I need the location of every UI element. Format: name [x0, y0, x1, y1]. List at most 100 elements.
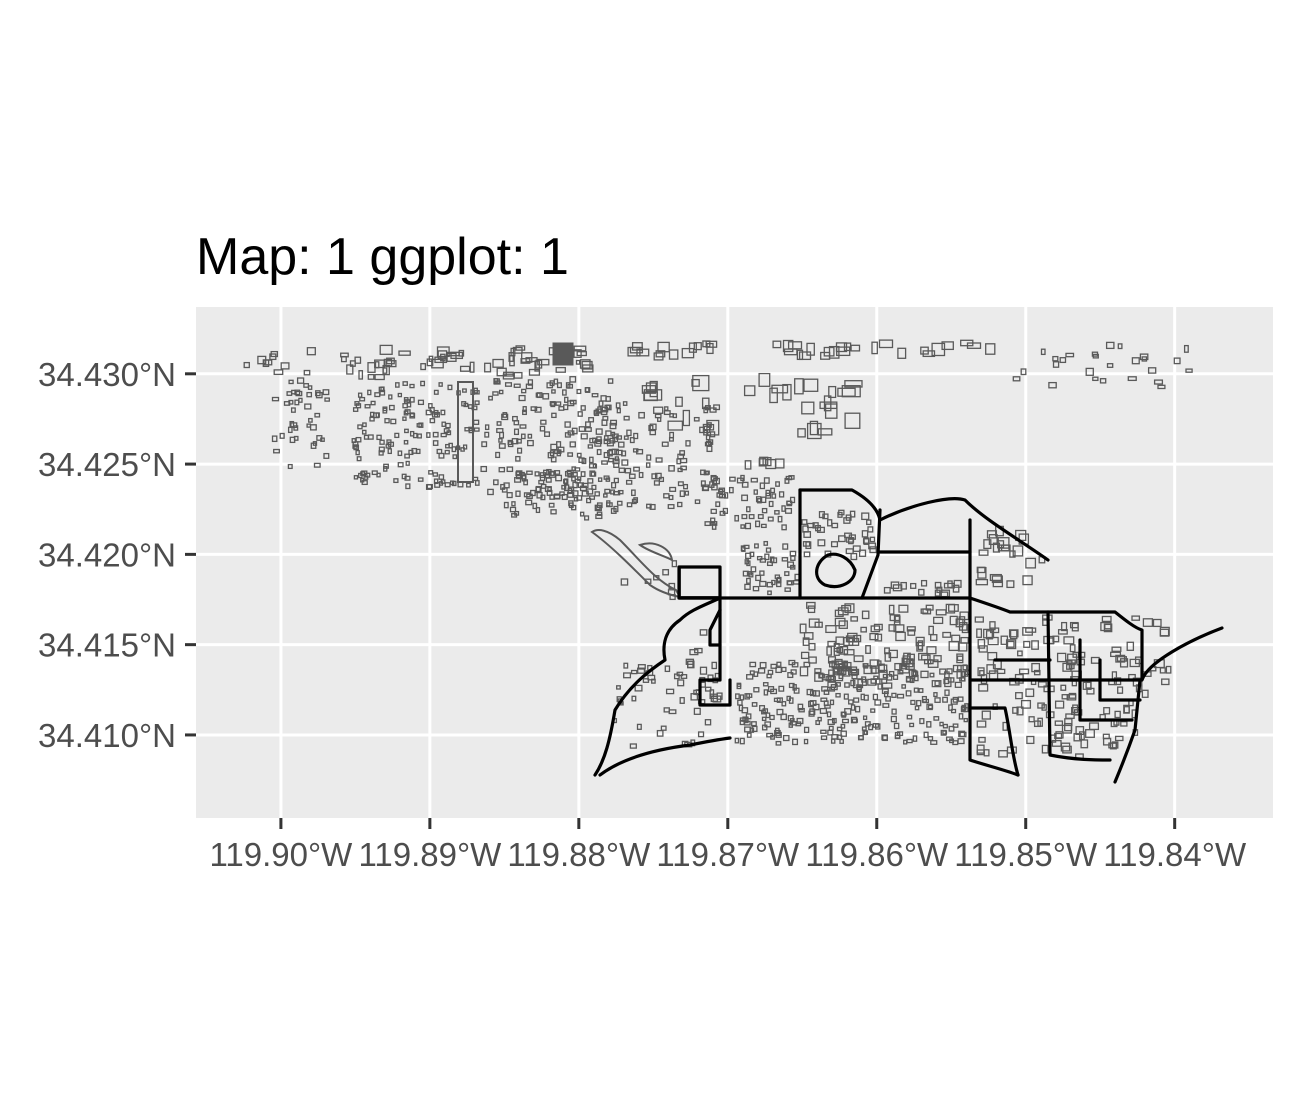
building-footprint — [1126, 641, 1135, 651]
building-footprint — [992, 580, 1004, 588]
building-footprint — [923, 731, 929, 739]
building-footprint — [595, 408, 603, 414]
building-footprint — [1173, 357, 1181, 365]
building-footprint — [836, 646, 844, 654]
plot-title: Map: 1 ggplot: 1 — [196, 228, 569, 286]
building-footprint — [293, 425, 299, 431]
building-footprint — [611, 482, 617, 489]
building-footprint — [704, 521, 711, 527]
building-footprint — [388, 404, 395, 411]
building-footprint — [509, 506, 517, 513]
building-footprint — [1012, 376, 1021, 382]
building-footprint — [1132, 677, 1143, 687]
y-axis: 34.410°N 34.415°N 34.420°N 34.425°N 34.430°N — [38, 356, 196, 754]
building-footprint — [646, 503, 652, 509]
building-footprint — [850, 716, 858, 724]
building-footprint — [819, 707, 828, 714]
building-footprint — [799, 623, 807, 634]
building-footprint — [492, 358, 504, 368]
building-footprint — [617, 441, 625, 448]
building-footprint — [591, 393, 599, 398]
building-footprint — [361, 470, 368, 476]
building-footprint — [848, 537, 854, 545]
building-footprint — [613, 477, 619, 484]
building-footprint — [462, 388, 467, 393]
building-footprint — [803, 726, 810, 734]
slough-outline — [637, 542, 674, 562]
building-footprint — [818, 673, 825, 679]
x-tick-label: 119.89°W — [358, 836, 502, 873]
building-footprint — [765, 489, 771, 497]
building-footprint — [461, 401, 467, 407]
building-footprint — [981, 710, 991, 720]
building-footprint — [800, 651, 810, 660]
building-footprint — [814, 668, 822, 674]
building-footprint — [762, 708, 769, 714]
building-footprint — [915, 636, 925, 647]
building-footprint — [840, 723, 846, 729]
building-footprint — [594, 440, 602, 447]
building-footprint — [1057, 629, 1068, 635]
building-footprint — [626, 502, 633, 508]
building-footprint — [850, 344, 861, 352]
building-footprint — [243, 361, 250, 369]
building-footprint — [862, 715, 868, 721]
building-footprint — [763, 689, 769, 696]
x-tick-label: 119.90°W — [209, 836, 353, 873]
building-footprint — [803, 378, 819, 392]
building-footprint — [983, 749, 990, 757]
building-footprint — [797, 428, 806, 438]
building-footprint — [978, 736, 986, 743]
building-footprint — [1041, 744, 1049, 754]
building-footprint — [633, 432, 639, 440]
building-footprint — [864, 721, 871, 727]
building-footprint — [517, 447, 523, 454]
building-footprint — [434, 482, 441, 488]
building-footprint — [616, 407, 621, 414]
building-footprint — [867, 526, 874, 533]
building-footprint — [963, 671, 969, 677]
building-footprint — [843, 517, 851, 524]
building-footprint — [519, 424, 527, 429]
building-footprint — [933, 616, 944, 625]
building-footprint — [723, 492, 729, 499]
building-footprint — [742, 570, 749, 577]
building-footprint — [948, 641, 960, 652]
building-footprint — [906, 714, 913, 720]
building-footprint — [558, 406, 565, 411]
building-footprint — [979, 670, 985, 677]
building-footprint — [948, 725, 955, 732]
building-footprint — [352, 407, 359, 412]
building-footprint — [518, 394, 526, 402]
building-footprint — [773, 697, 781, 703]
building-footprint — [703, 470, 709, 476]
building-footprint — [827, 675, 835, 681]
building-footprint — [588, 463, 597, 469]
building-footprint — [626, 429, 632, 437]
building-footprint — [694, 499, 701, 505]
building-footprint — [509, 355, 515, 367]
building-footprint — [736, 683, 742, 690]
building-footprint — [812, 522, 819, 529]
building-footprint — [428, 403, 433, 409]
building-footprint — [673, 673, 680, 680]
x-tick-label: 119.84°W — [1103, 836, 1247, 873]
building-footprint — [664, 665, 671, 673]
building-footprint — [736, 477, 744, 484]
building-footprint — [945, 736, 953, 742]
building-footprint — [580, 405, 586, 411]
building-footprint — [527, 379, 534, 386]
building-footprint — [882, 673, 889, 679]
building-footprint — [647, 674, 656, 681]
building-footprint — [762, 457, 772, 467]
building-footprint — [759, 580, 767, 587]
building-footprint — [853, 697, 860, 703]
building-footprint — [580, 433, 588, 440]
building-footprint — [858, 735, 864, 740]
building-footprint — [1117, 686, 1124, 694]
building-footprint — [849, 510, 856, 518]
building-footprint — [752, 585, 760, 592]
building-footprint — [791, 662, 799, 668]
building-footprint — [850, 704, 856, 711]
building-footprint — [1085, 367, 1094, 376]
